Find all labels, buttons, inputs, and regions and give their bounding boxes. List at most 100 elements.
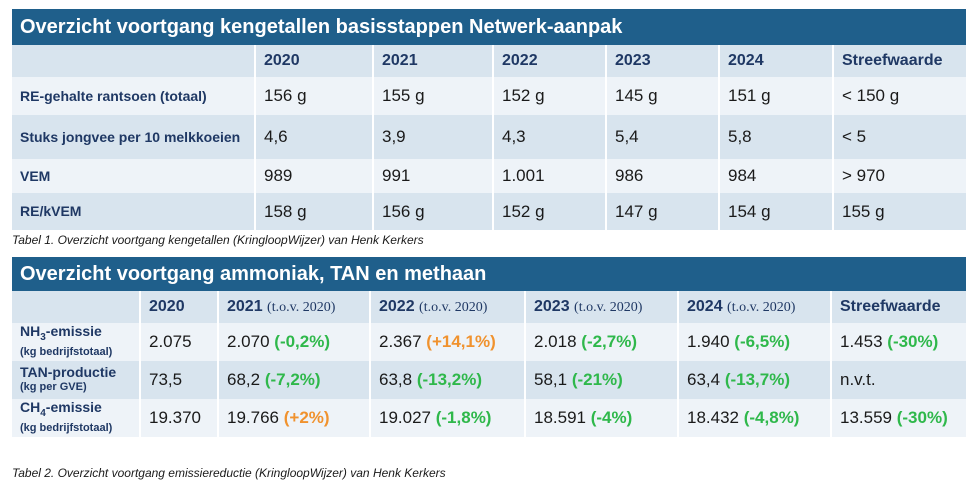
- cell-value: 13.559: [840, 408, 892, 427]
- header-sub: (t.o.v. 2020): [727, 300, 796, 315]
- row-label: RE/kVEM: [12, 193, 255, 230]
- table-cell: 154 g: [718, 193, 833, 230]
- cell-change: (-6,5%): [734, 332, 791, 351]
- header-year: 2022: [379, 298, 415, 315]
- header-cell: 2024: [718, 45, 833, 77]
- cell-value: 63,8: [379, 370, 413, 389]
- table1-caption: Tabel 1. Overzicht voortgang kengetallen…: [12, 233, 424, 247]
- table-row: CH4-emissie (kg bedrijfstotaal) 19.370 1…: [12, 399, 966, 437]
- header-cell: 2023 (t.o.v. 2020): [524, 291, 678, 323]
- table-cell: > 970: [832, 159, 966, 193]
- cell-change: (-13,2%): [416, 370, 483, 389]
- cell-change: (-1,8%): [435, 408, 492, 427]
- row-label: TAN-productie (kg per GVE): [12, 361, 140, 399]
- cell-value: 19.766: [227, 408, 279, 427]
- table-row: VEM 989 991 1.001 986 984 > 970: [12, 159, 966, 193]
- table-cell: 19.027 (-1,8%): [369, 399, 525, 437]
- cell-change: (-13,7%): [724, 370, 791, 389]
- kengetallen-table: 2020 2021 2022 2023 2024 Streefwaarde RE…: [12, 45, 966, 230]
- cell-change: (-21%): [571, 370, 623, 389]
- table-cell: 156 g: [254, 77, 373, 115]
- cell-value: 2.367: [379, 332, 422, 351]
- header-cell: 2021: [372, 45, 493, 77]
- header-cell: 2023: [605, 45, 719, 77]
- label-text: CH: [20, 399, 41, 416]
- table-cell: 2.075: [139, 323, 218, 361]
- table-row: RE/kVEM 158 g 156 g 152 g 147 g 154 g 15…: [12, 193, 966, 230]
- cell-value: 19.027: [379, 408, 431, 427]
- table-cell: 156 g: [372, 193, 493, 230]
- table-cell: 4,6: [254, 115, 373, 159]
- table-cell: 19.370: [139, 399, 218, 437]
- table-cell: 147 g: [605, 193, 719, 230]
- header-cell: [12, 291, 140, 323]
- cell-change: (-4,8%): [743, 408, 800, 427]
- row-label: RE-gehalte rantsoen (totaal): [12, 77, 255, 115]
- table-row: NH3-emissie (kg bedrijfstotaal) 2.075 2.…: [12, 323, 966, 361]
- cell-change: (+2%): [283, 408, 330, 427]
- table2-title: Overzicht voortgang ammoniak, TAN en met…: [12, 257, 966, 291]
- table-cell: 63,8 (-13,2%): [369, 361, 525, 399]
- table-cell: 18.591 (-4%): [524, 399, 678, 437]
- header-cell: 2021 (t.o.v. 2020): [217, 291, 370, 323]
- cell-change: (-4%): [590, 408, 633, 427]
- table-cell: 5,8: [718, 115, 833, 159]
- header-cell: Streefwaarde: [832, 45, 966, 77]
- table-cell: 1.453 (-30%): [830, 323, 966, 361]
- table-cell: 63,4 (-13,7%): [677, 361, 831, 399]
- table-cell: 155 g: [372, 77, 493, 115]
- cell-value: 1.940: [687, 332, 730, 351]
- row-label-main: NH3-emissie: [20, 324, 139, 345]
- cell-value: 1.453: [840, 332, 883, 351]
- table-cell: 68,2 (-7,2%): [217, 361, 370, 399]
- cell-change: (+14,1%): [426, 332, 496, 351]
- label-text: TAN-productie: [20, 364, 117, 380]
- table-cell: 13.559 (-30%): [830, 399, 966, 437]
- table1-title: Overzicht voortgang kengetallen basissta…: [12, 9, 966, 45]
- table-cell: 984: [718, 159, 833, 193]
- cell-change: (-7,2%): [264, 370, 321, 389]
- table-cell: 2.367 (+14,1%): [369, 323, 525, 361]
- table-cell: 991: [372, 159, 493, 193]
- table-cell: 4,3: [492, 115, 606, 159]
- row-unit: (kg bedrijfstotaal): [20, 421, 113, 434]
- header-cell: 2020: [254, 45, 373, 77]
- row-unit: (kg per GVE): [20, 381, 87, 393]
- header-sub: (t.o.v. 2020): [574, 300, 643, 315]
- table-cell: 73,5: [139, 361, 218, 399]
- table-cell: 1.940 (-6,5%): [677, 323, 831, 361]
- header-cell: 2020: [139, 291, 218, 323]
- table-cell: 155 g: [832, 193, 966, 230]
- table-cell: 1.001: [492, 159, 606, 193]
- table-row: Stuks jongvee per 10 melkkoeien 4,6 3,9 …: [12, 115, 966, 159]
- table-cell: 152 g: [492, 77, 606, 115]
- table-cell: 989: [254, 159, 373, 193]
- table-cell: 152 g: [492, 193, 606, 230]
- table-cell: < 5: [832, 115, 966, 159]
- row-label: VEM: [12, 159, 255, 193]
- table-cell: 145 g: [605, 77, 719, 115]
- header-cell: Streefwaarde: [830, 291, 966, 323]
- row-label: CH4-emissie (kg bedrijfstotaal): [12, 399, 140, 437]
- label-suffix: -emissie: [45, 323, 102, 340]
- table-cell: 5,4: [605, 115, 719, 159]
- row-label: NH3-emissie (kg bedrijfstotaal): [12, 323, 140, 361]
- table-cell: 2.070 (-0,2%): [217, 323, 370, 361]
- table-cell: 986: [605, 159, 719, 193]
- cell-value: 2.070: [227, 332, 270, 351]
- label-suffix: -emissie: [45, 399, 102, 416]
- cell-change: (-2,7%): [581, 332, 638, 351]
- table-header-row: 2020 2021 2022 2023 2024 Streefwaarde: [12, 45, 966, 77]
- cell-value: 2.018: [534, 332, 577, 351]
- table-cell: 158 g: [254, 193, 373, 230]
- label-subscript: 3: [40, 331, 46, 343]
- cell-value: 63,4: [687, 370, 721, 389]
- cell-change: (-30%): [896, 408, 948, 427]
- table-row: RE-gehalte rantsoen (totaal) 156 g 155 g…: [12, 77, 966, 115]
- table-header-row: 2020 2021 (t.o.v. 2020) 2022 (t.o.v. 202…: [12, 291, 966, 323]
- label-subscript: 4: [40, 407, 46, 419]
- cell-value: 58,1: [534, 370, 568, 389]
- row-label: Stuks jongvee per 10 melkkoeien: [12, 115, 255, 159]
- label-text: NH: [20, 323, 41, 340]
